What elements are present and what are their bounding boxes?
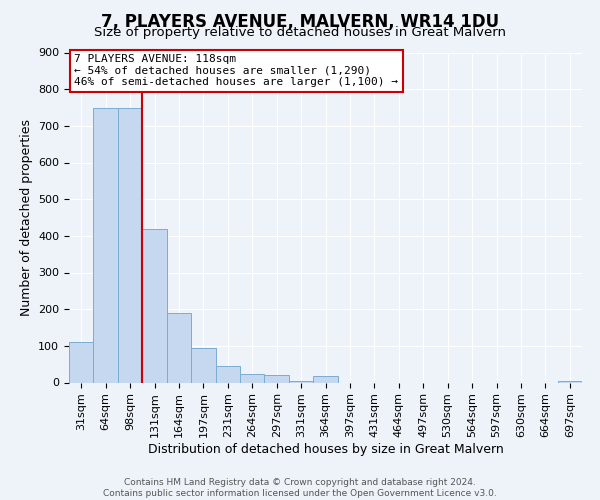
- Text: 7, PLAYERS AVENUE, MALVERN, WR14 1DU: 7, PLAYERS AVENUE, MALVERN, WR14 1DU: [101, 12, 499, 30]
- Bar: [215, 366, 240, 382]
- Bar: [289, 380, 313, 382]
- Bar: [313, 376, 338, 382]
- Bar: [240, 374, 265, 382]
- X-axis label: Distribution of detached houses by size in Great Malvern: Distribution of detached houses by size …: [148, 443, 503, 456]
- Bar: [118, 108, 142, 382]
- Bar: [557, 380, 582, 382]
- Bar: [142, 228, 167, 382]
- Text: Contains HM Land Registry data © Crown copyright and database right 2024.
Contai: Contains HM Land Registry data © Crown c…: [103, 478, 497, 498]
- Bar: [94, 108, 118, 382]
- Bar: [191, 348, 215, 382]
- Bar: [265, 375, 289, 382]
- Bar: [167, 313, 191, 382]
- Text: 7 PLAYERS AVENUE: 118sqm
← 54% of detached houses are smaller (1,290)
46% of sem: 7 PLAYERS AVENUE: 118sqm ← 54% of detach…: [74, 54, 398, 88]
- Text: Size of property relative to detached houses in Great Malvern: Size of property relative to detached ho…: [94, 26, 506, 39]
- Y-axis label: Number of detached properties: Number of detached properties: [20, 119, 32, 316]
- Bar: [69, 342, 94, 382]
